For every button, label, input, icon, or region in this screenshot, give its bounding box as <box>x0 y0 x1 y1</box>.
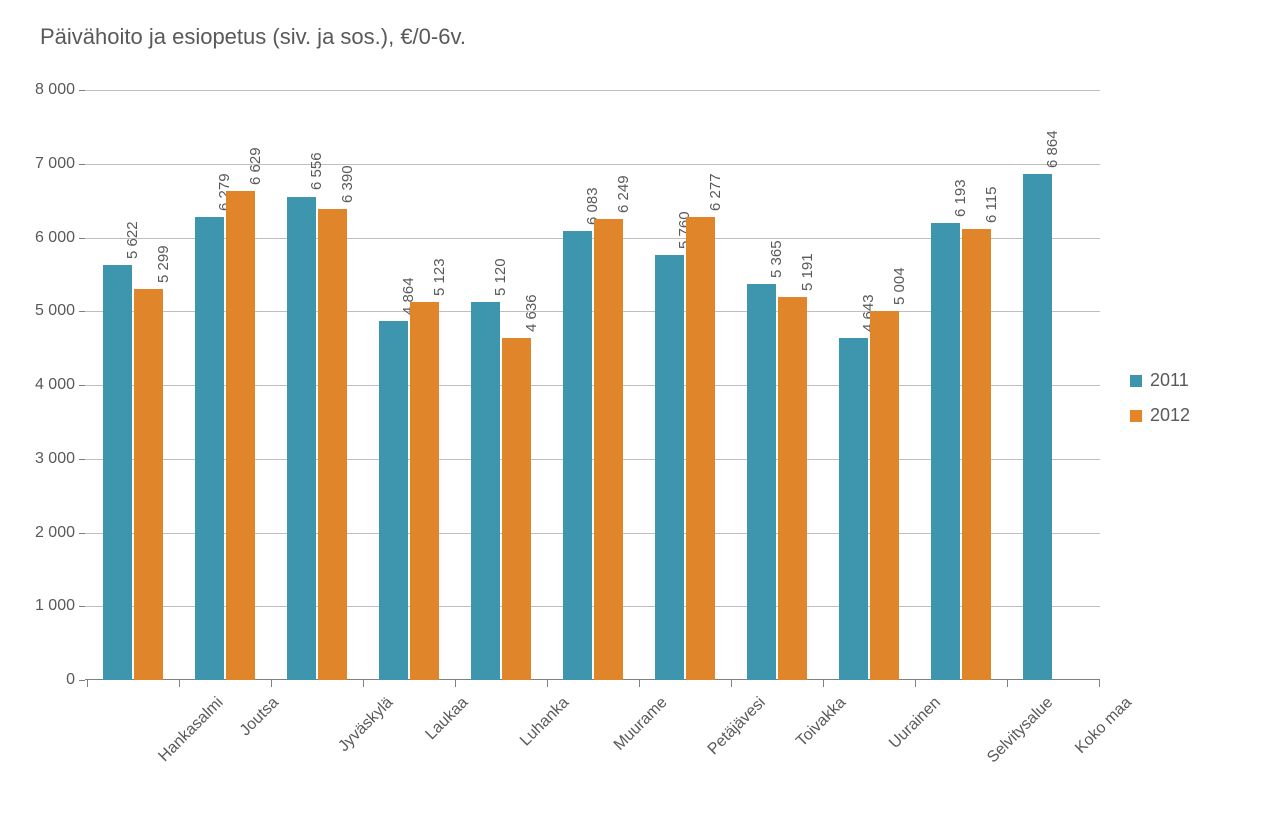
plot-area: 01 0002 0003 0004 0005 0006 0007 0008 00… <box>85 90 1100 680</box>
bar <box>379 321 408 680</box>
x-tickmark <box>271 680 272 687</box>
gridline <box>85 90 1100 91</box>
bar <box>195 217 224 680</box>
x-axis-label: Uurainen <box>886 694 945 753</box>
bar-value-label: 6 277 <box>707 174 724 212</box>
y-tick-label: 6 000 <box>15 229 75 247</box>
bar <box>839 338 868 680</box>
bar <box>134 289 163 680</box>
bar-value-label: 5 622 <box>124 222 141 260</box>
bar <box>563 231 592 680</box>
bar <box>103 265 132 680</box>
legend-item: 2012 <box>1130 405 1190 426</box>
y-tick-label: 2 000 <box>15 524 75 542</box>
x-tickmark <box>823 680 824 687</box>
x-axis-label: Luhanka <box>516 694 572 750</box>
legend-swatch <box>1130 410 1142 422</box>
x-tickmark <box>915 680 916 687</box>
x-tickmark <box>179 680 180 687</box>
x-tickmark <box>1099 680 1100 687</box>
y-tick-label: 4 000 <box>15 376 75 394</box>
legend-swatch <box>1130 375 1142 387</box>
x-axis-label: Jyväskylä <box>335 694 397 756</box>
legend: 2011 2012 <box>1130 370 1190 440</box>
x-axis-label: Joutsa <box>236 694 282 740</box>
y-tickmark <box>79 311 85 312</box>
y-tickmark <box>79 533 85 534</box>
gridline <box>85 164 1100 165</box>
y-tickmark <box>79 90 85 91</box>
bar-value-label: 5 365 <box>768 241 785 279</box>
x-tickmark <box>1007 680 1008 687</box>
bar <box>594 219 623 680</box>
bar-value-label: 6 629 <box>247 148 264 186</box>
y-tick-label: 8 000 <box>15 81 75 99</box>
x-axis-label: Koko maa <box>1072 694 1136 758</box>
bar-value-label: 5 299 <box>155 246 172 284</box>
bar <box>747 284 776 680</box>
x-tickmark <box>87 680 88 687</box>
bar <box>502 338 531 680</box>
y-tick-label: 5 000 <box>15 302 75 320</box>
x-tickmark <box>455 680 456 687</box>
bar <box>931 223 960 680</box>
bar <box>287 197 316 681</box>
x-tickmark <box>363 680 364 687</box>
y-tickmark <box>79 238 85 239</box>
bar <box>686 217 715 680</box>
bar <box>870 311 899 680</box>
bar-value-label: 5 123 <box>431 259 448 297</box>
bar-value-label: 6 115 <box>983 187 1000 223</box>
bar <box>655 255 684 680</box>
bar-value-label: 5 120 <box>492 259 509 297</box>
y-tick-label: 1 000 <box>15 597 75 615</box>
x-axis-label: Selvitysalue <box>984 694 1057 767</box>
bar-value-label: 6 249 <box>615 176 632 214</box>
legend-item: 2011 <box>1130 370 1190 391</box>
bar <box>318 209 347 680</box>
y-tickmark <box>79 680 85 681</box>
x-axis-label: Petäjävesi <box>704 694 769 759</box>
bar-value-label: 5 004 <box>891 267 908 305</box>
bar <box>471 302 500 680</box>
legend-label: 2011 <box>1150 370 1189 391</box>
bar-value-label: 6 864 <box>1044 130 1061 168</box>
y-tickmark <box>79 459 85 460</box>
bar <box>778 297 807 680</box>
bar <box>410 302 439 680</box>
bar <box>226 191 255 680</box>
bar-value-label: 4 636 <box>523 295 540 333</box>
x-axis-label: Muurame <box>610 694 671 755</box>
y-tick-label: 3 000 <box>15 450 75 468</box>
x-tickmark <box>639 680 640 687</box>
bar-value-label: 5 191 <box>799 254 816 292</box>
bar-value-label: 6 556 <box>308 153 325 191</box>
bar-value-label: 6 193 <box>952 180 969 218</box>
bar-value-label: 6 390 <box>339 165 356 203</box>
x-axis-label: Hankasalmi <box>155 694 227 766</box>
bar <box>962 229 991 680</box>
y-tickmark <box>79 164 85 165</box>
x-tickmark <box>731 680 732 687</box>
x-axis-label: Toivakka <box>793 694 850 751</box>
chart-title: Päivähoito ja esiopetus (siv. ja sos.), … <box>40 24 466 50</box>
bar <box>1023 174 1052 680</box>
x-axis-label: Laukaa <box>422 694 472 744</box>
legend-label: 2012 <box>1150 405 1190 426</box>
y-tickmark <box>79 385 85 386</box>
y-tickmark <box>79 606 85 607</box>
y-tick-label: 0 <box>15 671 75 689</box>
y-tick-label: 7 000 <box>15 155 75 173</box>
x-tickmark <box>547 680 548 687</box>
